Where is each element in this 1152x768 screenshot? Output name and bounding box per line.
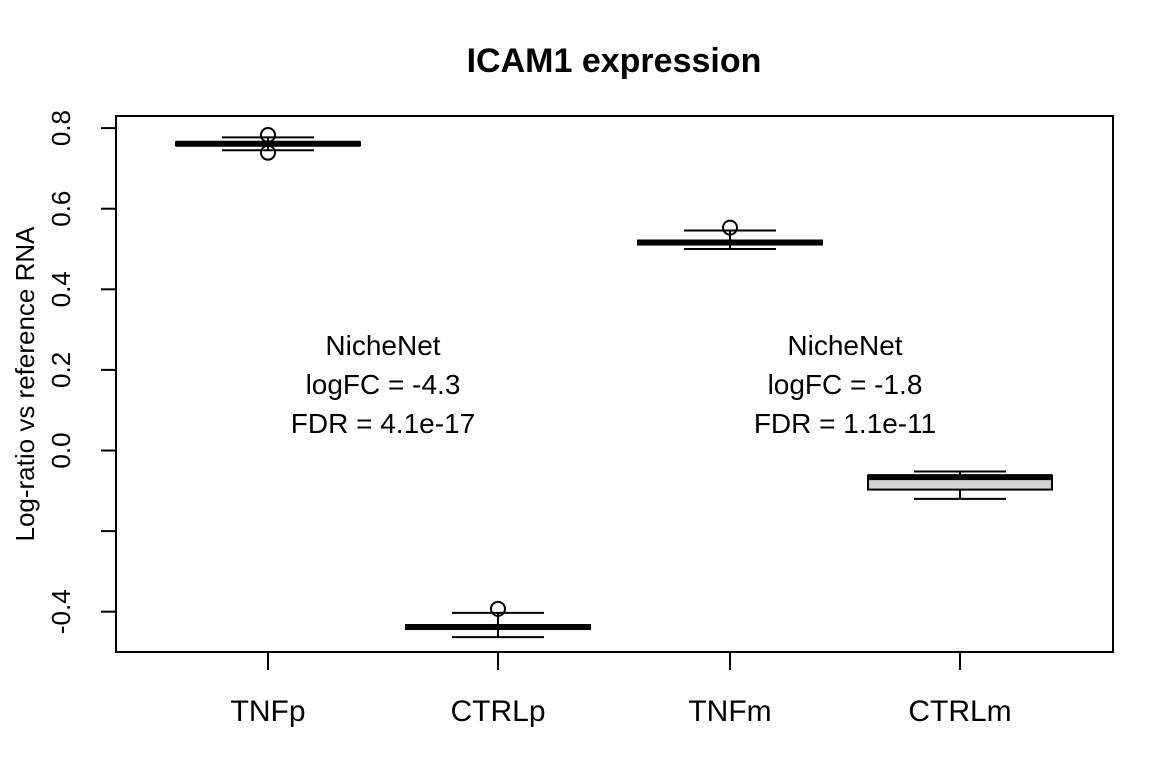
annotation-1-line-3: FDR = 4.1e-17 <box>291 408 475 439</box>
annotation-1-line-2: logFC = -4.3 <box>306 369 461 400</box>
chart-content: 0.8 0.6 0.4 0.2 0.0 -0.4 TNFp CTRLp TNFm CTRLm Nic… <box>46 110 1114 728</box>
annotation-2-line-2: logFC = -1.8 <box>768 369 923 400</box>
annotation-2-line-1: NicheNet <box>787 330 902 361</box>
x-tick-label: CTRLm <box>908 695 1011 728</box>
x-tick-label: CTRLp <box>450 695 545 728</box>
y-axis-label: Log-ratio vs reference RNA <box>10 226 40 542</box>
y-tick-label: 0.6 <box>46 191 76 227</box>
x-tick-label: TNFm <box>688 695 771 728</box>
y-tick-label: 0.8 <box>46 110 76 146</box>
y-tick-label: 0.2 <box>46 352 76 388</box>
outlier-tnfp <box>260 144 276 161</box>
outlier-tnfm <box>722 219 738 236</box>
outlier-ctrlp <box>490 600 506 617</box>
outlier-tnfp <box>260 126 276 143</box>
annotation-2-line-3: FDR = 1.1e-11 <box>754 408 936 439</box>
y-tick-label: 0.4 <box>46 271 76 307</box>
chart-title: ICAM1 expression <box>467 42 762 80</box>
y-tick-label: 0.0 <box>46 432 76 468</box>
y-tick-label: -0.4 <box>46 589 76 634</box>
plot-frame <box>115 115 1114 653</box>
x-tick-label: TNFp <box>231 695 306 728</box>
annotation-1-line-1: NicheNet <box>325 330 440 361</box>
